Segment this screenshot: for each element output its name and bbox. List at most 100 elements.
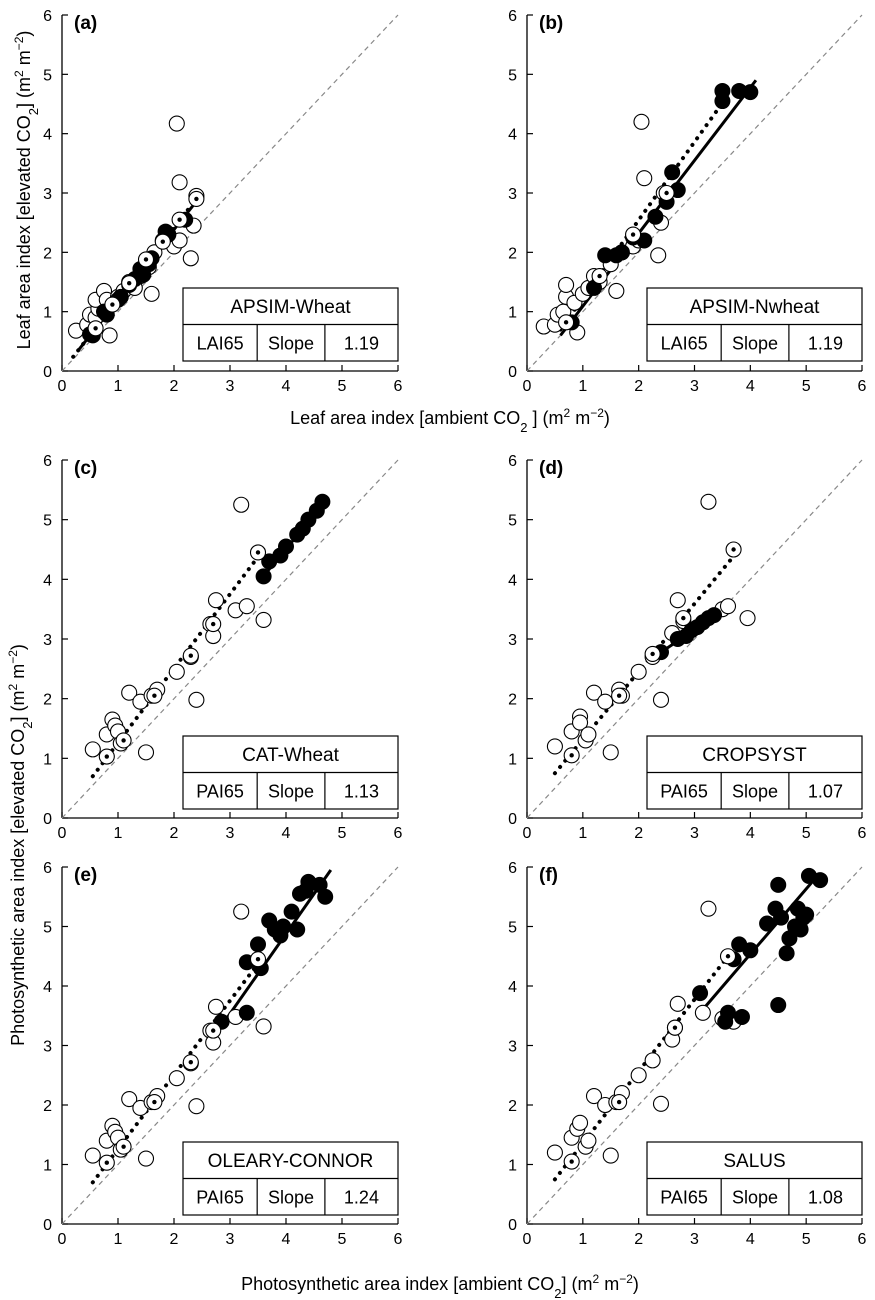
point-dotted-center (104, 754, 110, 759)
point-dotted-center (152, 1099, 157, 1105)
point-filled (255, 568, 272, 585)
point-filled (664, 164, 681, 181)
point-dotted-center (127, 280, 132, 286)
legend-index: LAI65 (197, 334, 244, 354)
point-open (171, 174, 188, 191)
legend-model-name: CROPSYST (702, 745, 807, 766)
x-tick-label: 6 (394, 825, 403, 842)
y-tick-label: 1 (508, 1158, 517, 1175)
x-tick-label: 5 (802, 825, 811, 842)
x-tick-label: 0 (523, 1231, 532, 1248)
point-dotted-center (672, 1025, 678, 1030)
point-open (571, 1114, 589, 1131)
y-tick-label: 4 (43, 572, 52, 589)
y-tick-label: 4 (508, 979, 517, 996)
point-open (121, 684, 138, 701)
y-tick-label: 1 (43, 305, 52, 322)
point-filled (759, 915, 776, 932)
point-filled (278, 538, 294, 555)
x-tick-label: 6 (858, 825, 867, 842)
y-tick-label: 6 (43, 453, 52, 470)
one-to-one-line (61, 866, 399, 1225)
x-tick-label: 6 (394, 1231, 403, 1248)
point-filled (250, 936, 266, 953)
x-tick-label: 2 (170, 378, 179, 395)
legend-slope-value: 1.19 (344, 334, 379, 354)
y-tick-label: 3 (508, 1039, 517, 1056)
x-tick-label: 0 (523, 378, 532, 395)
y-tick-label: 1 (43, 751, 52, 768)
point-dotted-center (152, 693, 157, 698)
one-to-one-line (526, 459, 863, 819)
x-tick-label: 3 (690, 378, 699, 395)
point-dotted-center (569, 753, 574, 758)
point-dotted-center (731, 547, 736, 552)
panel-label: (c) (74, 458, 97, 479)
point-dotted-center (211, 621, 216, 627)
panel-a: 0 1 2 3 4 5 6 0 1 2 3 4 5 6 (a) APSIM-Wheat LAI65 Slope 1.… (43, 8, 402, 395)
point-dotted-center (160, 239, 165, 244)
x-tick-label: 1 (114, 378, 123, 395)
point-dotted-center (650, 651, 655, 657)
x-tick-label: 6 (858, 378, 867, 395)
x-tick-label: 5 (338, 378, 347, 395)
x-tick-label: 4 (282, 825, 291, 842)
point-open (182, 250, 199, 267)
panel-b-plot: 0 1 2 3 4 5 6 0 1 2 3 4 5 6 (b) APSIM-Nwheat LAI65 Slope 1… (508, 8, 866, 395)
point-dotted-center (188, 653, 193, 658)
point-dotted-center (104, 1160, 110, 1165)
point-open (669, 995, 686, 1012)
y-axis-label-top: Leaf area index [elevated CO2] (m2 m−2) (12, 31, 41, 350)
y-tick-label: 5 (43, 920, 52, 937)
point-open (121, 1091, 138, 1108)
point-open (650, 247, 667, 264)
point-filled (317, 888, 334, 905)
point-open (137, 1150, 155, 1167)
point-dotted-center (664, 190, 669, 196)
point-open (255, 611, 272, 628)
x-tick-label: 3 (690, 1231, 699, 1248)
x-tick-label: 0 (58, 1231, 67, 1248)
fit-line-solid (698, 874, 819, 1014)
point-open (233, 903, 250, 920)
x-tick-label: 3 (690, 825, 699, 842)
x-tick-label: 4 (746, 1231, 755, 1248)
point-open (233, 496, 250, 513)
x-tick-label: 4 (282, 378, 291, 395)
x-tick-label: 2 (634, 825, 643, 842)
point-filled (770, 876, 787, 893)
y-tick-label: 4 (43, 127, 52, 144)
y-tick-label: 3 (43, 1039, 52, 1056)
y-tick-label: 2 (508, 245, 517, 262)
point-dotted-center (188, 1059, 193, 1065)
point-open (700, 900, 717, 917)
x-axis-label-bottom: Photosynthetic area index [ambient CO2] … (241, 1272, 639, 1300)
point-filled (314, 493, 331, 510)
point-open (101, 327, 118, 344)
point-filled (706, 607, 723, 624)
x-tick-label: 4 (282, 1231, 291, 1248)
y-tick-label: 2 (43, 692, 52, 709)
y-tick-label: 3 (508, 632, 517, 649)
point-dotted-center (569, 1159, 574, 1164)
legend-slope-label: Slope (732, 334, 778, 354)
y-tick-label: 5 (43, 513, 52, 530)
one-to-one-line (526, 14, 863, 372)
panel-label: (f) (539, 865, 558, 886)
legend-slope-value: 1.19 (808, 334, 843, 354)
point-filled (720, 1004, 736, 1021)
point-filled (798, 906, 815, 923)
panel-f-plot: 0 1 2 3 4 5 6 0 1 2 3 4 5 6 (f) SALUS PAI65 Slope 1.08 (508, 860, 866, 1248)
point-filled (812, 872, 829, 889)
point-open (571, 714, 589, 731)
y-tick-label: 0 (43, 1217, 52, 1234)
point-filled (742, 84, 759, 101)
legend-slope-value: 1.07 (808, 782, 843, 802)
panel-e: 0 1 2 3 4 5 6 0 1 2 3 4 5 6 (e) OLEARY-CONNOR PAI65 Slope… (43, 860, 402, 1248)
y-tick-label: 2 (43, 1098, 52, 1115)
y-tick-label: 2 (508, 1098, 517, 1115)
y-tick-label: 4 (43, 979, 52, 996)
legend-slope-value: 1.13 (344, 782, 379, 802)
point-dotted-center (616, 693, 622, 698)
point-open (188, 691, 205, 708)
